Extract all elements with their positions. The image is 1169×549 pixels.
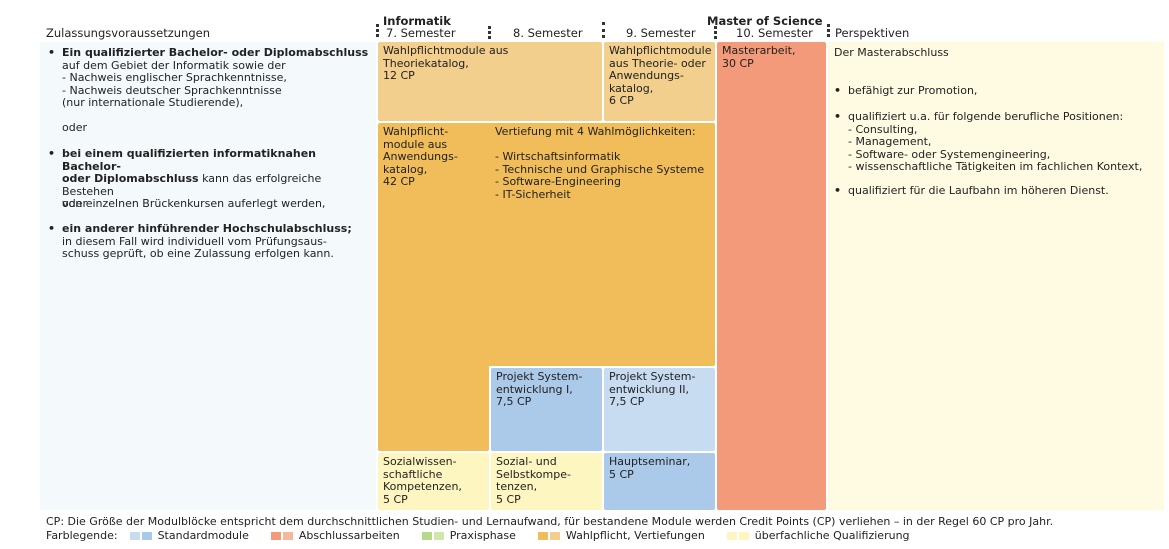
perspektive-text: qualifiziert u.a. für folgende beruflich… (848, 110, 1143, 173)
legend-label: Standardmodule (157, 529, 249, 542)
header-sem10: 10. Semester (736, 26, 813, 40)
header-master: Master of Science (707, 14, 823, 28)
header-sem7: 7. Semester (386, 26, 456, 40)
zulassung-item: Ein qualifizierter Bachelor- oder Diplom… (46, 46, 372, 110)
divider-dots (827, 24, 830, 37)
perspektive-item: befähigt zur Promotion, (832, 84, 1162, 98)
divider-dots (714, 26, 717, 39)
perspektive-text: befähigt zur Promotion, (848, 84, 978, 97)
header-zulassung: Zulassungsvoraussetzungen (46, 26, 211, 40)
header-perspektiven: Perspektiven (835, 26, 910, 40)
legend-swatch (537, 531, 562, 540)
zulassung-item: ein anderer hinführender Hochschulabschl… (46, 222, 372, 261)
block-projekt-1: Projekt System- entwicklung I, 7,5 CP (491, 368, 602, 451)
perspektive-text: qualifiziert für die Laufbahn im höheren… (848, 184, 1109, 197)
legend-label: Wahlpflicht, Vertiefungen (565, 529, 705, 542)
legend-swatch (726, 531, 751, 540)
perspektiven-intro: Der Masterabschluss (834, 46, 949, 59)
perspektiven-panel: Der Masterabschluss befähigt zur Promoti… (828, 42, 1164, 510)
divider-dots (602, 22, 605, 38)
legend-label: überfachliche Qualifizierung (754, 529, 910, 542)
block-vertiefung: Vertiefung mit 4 Wahlmöglichkeiten: - Wi… (495, 125, 705, 201)
block-wahlpflicht-area (378, 123, 715, 366)
perspektive-item: qualifiziert u.a. für folgende beruflich… (832, 110, 1162, 174)
farblegende: Farblegende: Standardmodule Abschlussarbe… (46, 529, 932, 542)
zulassung-item-title: Ein qualifizierter Bachelor- oder Diplom… (62, 46, 369, 59)
zulassung-item-text: auf dem Gebiet der Informatik sowie der … (62, 58, 287, 109)
header-informatik: Informatik (383, 14, 451, 28)
block-anwendungskatalog: Wahlpflicht- module aus Anwendungs- kata… (383, 125, 458, 188)
block-wahlpflicht-lower (378, 360, 489, 451)
block-sozial-selbst: Sozial- und Selbstkompe- tenzen, 5 CP (491, 453, 602, 510)
block-hauptseminar: Hauptseminar, 5 CP (604, 453, 715, 510)
block-masterarbeit: Masterarbeit, 30 CP (717, 42, 826, 510)
oder-label: oder (62, 121, 88, 134)
legend-label: Abschlussarbeiten (298, 529, 400, 542)
block-theoriekatalog: Wahlpflichtmodule aus Theoriekatalog, 12… (378, 42, 602, 121)
legend-item: Standardmodule (129, 529, 249, 542)
legend-item: Wahlpflicht, Vertiefungen (537, 529, 705, 542)
legend-label: Praxisphase (449, 529, 516, 542)
divider-dots (376, 24, 379, 37)
legend-item: überfachliche Qualifizierung (726, 529, 910, 542)
zulassung-item-text: kann das erfolgreiche Bestehen von einze… (62, 172, 326, 210)
divider-dots (488, 26, 491, 39)
block-theorie-anwendung: Wahlpflichtmodule aus Theorie- oder Anwe… (604, 42, 715, 121)
zulassung-panel: Ein qualifizierter Bachelor- oder Diplom… (40, 42, 376, 510)
legend-swatch (270, 531, 295, 540)
block-projekt-2: Projekt System- entwicklung II, 7,5 CP (604, 368, 715, 451)
legend-item: Abschlussarbeiten (270, 529, 400, 542)
legend-item: Praxisphase (421, 529, 516, 542)
zulassung-item-text: in diesem Fall wird individuell vom Prüf… (62, 234, 334, 260)
header-sem8: 8. Semester (513, 26, 583, 40)
zulassung-item-title: bei einem qualifizierten informatiknahen… (62, 147, 316, 185)
block-sozialwissenschaftlich: Sozialwissen- schaftliche Kompetenzen, 5… (378, 453, 489, 510)
legend-title: Farblegende: (46, 529, 118, 542)
header-sem9: 9. Semester (626, 26, 696, 40)
footer-note: CP: Die Größe der Modulblöcke entspricht… (46, 515, 1054, 528)
legend-items: Standardmodule Abschlussarbeiten Praxispha… (129, 529, 932, 542)
oder-label: oder (62, 197, 88, 210)
legend-swatch (129, 531, 154, 540)
zulassung-item: bei einem qualifizierten informatiknahen… (46, 147, 372, 211)
zulassung-item-title: ein anderer hinführender Hochschulabschl… (62, 222, 352, 235)
perspektive-item: qualifiziert für die Laufbahn im höheren… (832, 184, 1162, 198)
legend-swatch (421, 531, 446, 540)
